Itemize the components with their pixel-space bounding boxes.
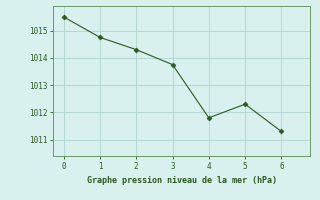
X-axis label: Graphe pression niveau de la mer (hPa): Graphe pression niveau de la mer (hPa): [87, 176, 276, 185]
